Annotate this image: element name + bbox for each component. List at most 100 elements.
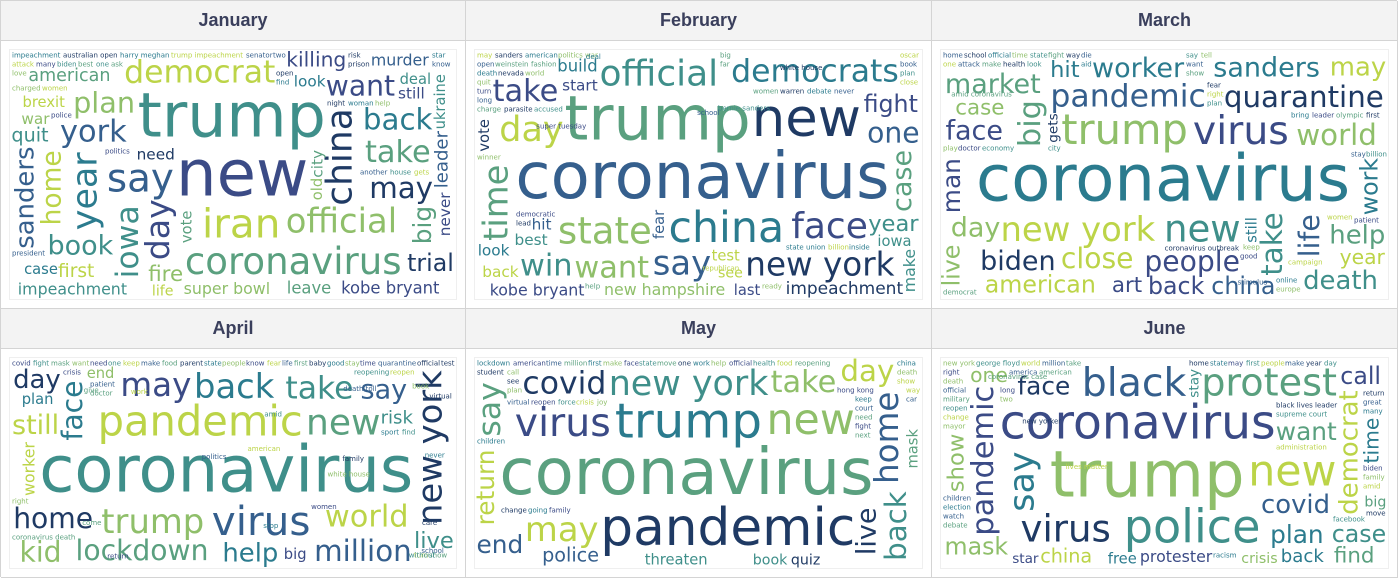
word-kid: kid [20, 536, 62, 568]
wordcloud-february: coronavirus trump new china state face officia… [474, 49, 923, 300]
word-time: time [1012, 51, 1028, 59]
word-play: play [943, 144, 958, 152]
cell-april: coronavirus pandemic virus new new york back t… [1, 349, 466, 578]
word-big: big [284, 546, 307, 563]
word-racism: racism [1213, 551, 1237, 559]
word-trump: trump [1061, 105, 1188, 154]
word-may: may [525, 510, 599, 549]
word-two: two [1000, 395, 1013, 403]
word-case: case [1332, 520, 1386, 548]
word-still: still [12, 410, 59, 441]
word-children: children [477, 437, 505, 445]
word-say: say [1002, 451, 1042, 511]
word-hit: hit [532, 216, 552, 234]
word-killing: killing [286, 50, 346, 72]
word-long: long [1000, 386, 1015, 394]
word-american: american [525, 51, 558, 59]
word-official: official [943, 386, 966, 394]
word-first: first [588, 359, 602, 367]
word-know: know [432, 60, 451, 68]
word-day: day [1324, 359, 1337, 367]
word-state: state [204, 359, 222, 367]
word-black: black [1082, 360, 1187, 406]
word-woman: woman [348, 99, 374, 107]
word-leader: leader [432, 130, 453, 188]
word-time: time [546, 359, 562, 367]
word-hong-kong: hong kong [837, 386, 874, 394]
word-long: long [477, 96, 492, 104]
word-amid-coronavirus: amid coronavirus [951, 91, 1012, 99]
word-call: call [1340, 362, 1381, 390]
word-show: show [1186, 69, 1204, 77]
word-many: many [36, 60, 56, 68]
word-hit: hit [1050, 57, 1080, 83]
word-american: american [28, 66, 110, 86]
word-take: take [285, 371, 353, 407]
word-open: open [276, 69, 293, 77]
word-pandemic: pandemic [966, 386, 1001, 536]
word-one: one [943, 60, 956, 68]
word-leave: leave [287, 278, 331, 297]
word-aid: aid [1081, 60, 1092, 68]
word-mask: mask [945, 533, 1009, 561]
word-see: see [507, 377, 519, 385]
word-good: good [1240, 252, 1257, 260]
word-stimulus: stimulus [1238, 278, 1268, 286]
word-covid: covid [522, 365, 606, 401]
word-best: best [78, 60, 93, 68]
word-nevada: nevada [498, 69, 524, 77]
word-move: move [657, 359, 677, 367]
word-new-york: new york [745, 246, 894, 284]
word-new-york: new york [943, 359, 976, 367]
word-sanders: sanders [495, 51, 523, 59]
word-life: life [282, 359, 293, 367]
word-mayor: mayor [943, 422, 966, 430]
word-free: free [1108, 550, 1137, 567]
word-food: food [777, 359, 792, 367]
word-may: may [1228, 359, 1243, 367]
word-stop: stop [263, 522, 279, 530]
word-crisis: crisis [576, 398, 594, 406]
word-coronavirus: coronavirus [39, 434, 413, 508]
word-big: big [720, 51, 731, 59]
word-back: back [1281, 546, 1325, 567]
word-brexit: brexit [23, 94, 66, 111]
word-force: force [558, 398, 576, 406]
word-family: family [1363, 473, 1385, 481]
word-super-bowl: super bowl [184, 279, 271, 298]
word-back: back [1148, 272, 1205, 299]
header-march: March [932, 1, 1398, 41]
word-china: china [669, 203, 785, 253]
cell-may: coronavirus pandemic trump new virus new york… [466, 349, 932, 578]
word-big: big [1364, 495, 1386, 511]
word-want: want [1186, 60, 1203, 68]
word-iran: iran [202, 200, 280, 248]
word-debate: debate [807, 87, 832, 95]
word-may: may [477, 51, 492, 59]
word-many: many [1363, 407, 1383, 415]
word-make: make [603, 359, 622, 367]
word-world: world [1296, 118, 1377, 152]
word-warren: warren [780, 87, 804, 95]
word-home: home [943, 51, 963, 59]
wordcloud-may: coronavirus pandemic trump new virus new york… [474, 357, 923, 569]
word-way: way [1066, 51, 1080, 59]
word-impeachment: impeachment [18, 279, 127, 298]
word-biden: biden [980, 246, 1056, 277]
word-oscar: oscar [900, 51, 919, 59]
word-never: never [436, 192, 454, 237]
word-school: school [421, 547, 443, 555]
word-mask: mask [51, 359, 71, 367]
word-change: change [501, 506, 527, 514]
word-right: right [12, 497, 29, 505]
word-china: china [897, 359, 916, 367]
word-debate: debate [943, 521, 968, 529]
word-american: american [248, 445, 281, 453]
word-baby: baby [309, 359, 326, 367]
word-year: year [1306, 359, 1322, 367]
word-protest: protest [1201, 362, 1337, 406]
word-health: health [753, 359, 775, 367]
word-time: time [1360, 418, 1384, 464]
word-plan: plan [1207, 99, 1222, 107]
word-parasite: parasite [504, 105, 533, 113]
